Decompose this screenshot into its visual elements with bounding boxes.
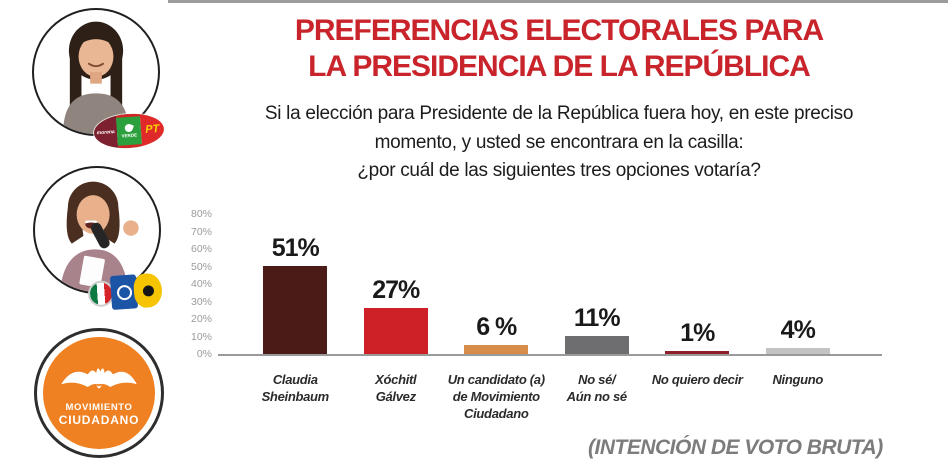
question-line-1: Si la elección para Presidente de la Rep… xyxy=(264,103,854,124)
verde-label: VERDE xyxy=(121,132,138,139)
coalition-badge-pri-pan-prd xyxy=(87,271,165,312)
bar xyxy=(363,307,428,355)
movimiento-ciudadano-logo: MOVIMIENTO CIUDADANO xyxy=(34,328,164,458)
bar-category-label: Ninguno xyxy=(772,372,824,387)
bar-column: 51% xyxy=(245,215,346,355)
pt-label: PT xyxy=(144,122,160,136)
footer-note: (INTENCIÓN DE VOTO BRUTA) xyxy=(588,436,883,459)
morena-label: morena xyxy=(96,129,115,137)
y-tick-label: 20% xyxy=(190,313,212,325)
y-tick-label: 0% xyxy=(196,348,212,360)
verde-bird-icon xyxy=(123,122,134,134)
survey-question: Si la elección para Presidente de la Rep… xyxy=(170,100,948,186)
prd-logo xyxy=(132,272,164,309)
mc-wordmark-line2: CIUDADANO xyxy=(58,412,140,427)
bar xyxy=(564,335,629,355)
galvez-portrait-illustration xyxy=(60,181,139,292)
bar-column: 27% xyxy=(346,215,447,355)
bar-column: 6 % xyxy=(446,215,547,355)
y-tick-label: 60% xyxy=(190,243,212,255)
y-tick-label: 80% xyxy=(190,208,212,220)
bar xyxy=(263,265,328,355)
bar-column: 4% xyxy=(748,215,849,355)
title-line-1: PREFERENCIAS ELECTORALES PARA xyxy=(294,14,824,47)
y-tick-label: 40% xyxy=(190,278,212,290)
bar-category-label: No quiero decir xyxy=(651,372,743,387)
categories-row: Claudia Sheinbaum Xóchitl Gálvez Un candidat… xyxy=(245,372,849,423)
question-line-3: ¿por cuál de las siguientes tres opcione… xyxy=(357,160,761,181)
bar-value-label: 27% xyxy=(372,275,420,304)
title-line-2: LA PRESIDENCIA DE LA REPÚBLICA xyxy=(308,50,811,83)
pvem-verde-logo: VERDE xyxy=(116,113,142,149)
bar-column: 11% xyxy=(547,215,648,355)
xochitl-galvez-photo xyxy=(33,166,161,294)
mc-orange-circle: MOVIMIENTO CIUDADANO xyxy=(43,337,155,449)
question-line-2: momento, y usted se encontrara en la cas… xyxy=(374,131,744,153)
mc-eagle-icon xyxy=(61,367,137,388)
prd-sun-icon xyxy=(142,284,154,297)
bar-column: 1% xyxy=(647,215,748,355)
bar-value-label: 11% xyxy=(573,303,621,332)
bar-category-label: Xóchitl Gálvez xyxy=(375,372,417,404)
bar-category-label: Claudia Sheinbaum xyxy=(261,372,330,404)
bar-value-label: 6 % xyxy=(476,312,517,341)
mc-wordmark-line1: MOVIMIENTO xyxy=(65,401,133,413)
bar-category-label: No sé/Aún no sé xyxy=(566,372,627,404)
top-border-line xyxy=(168,0,948,3)
y-tick-label: 70% xyxy=(190,225,212,238)
y-tick-label: 50% xyxy=(190,260,212,273)
bar-value-label: 1% xyxy=(680,319,715,347)
bar-value-label: 4% xyxy=(780,316,816,344)
y-tick-label: 30% xyxy=(190,295,212,308)
x-axis-line xyxy=(218,354,882,356)
bar-category-label: Un candidato (a) de Movimiento Ciudadano xyxy=(447,372,545,421)
bar xyxy=(665,351,730,355)
y-tick-label: 10% xyxy=(190,330,212,343)
bars-row: 51% 27% 6 % 11% 1% 4% xyxy=(245,215,849,355)
pt-logo: PT xyxy=(139,111,166,148)
y-axis: 80% 70% 60% 50% 40% 30% 20% 10% 0% xyxy=(170,206,212,364)
page-title: PREFERENCIAS ELECTORALES PARA LA PRESIDE… xyxy=(170,13,948,85)
bar xyxy=(464,344,529,355)
bar-value-label: 51% xyxy=(271,233,320,262)
bar xyxy=(765,348,830,355)
pan-emblem-icon xyxy=(115,284,133,301)
